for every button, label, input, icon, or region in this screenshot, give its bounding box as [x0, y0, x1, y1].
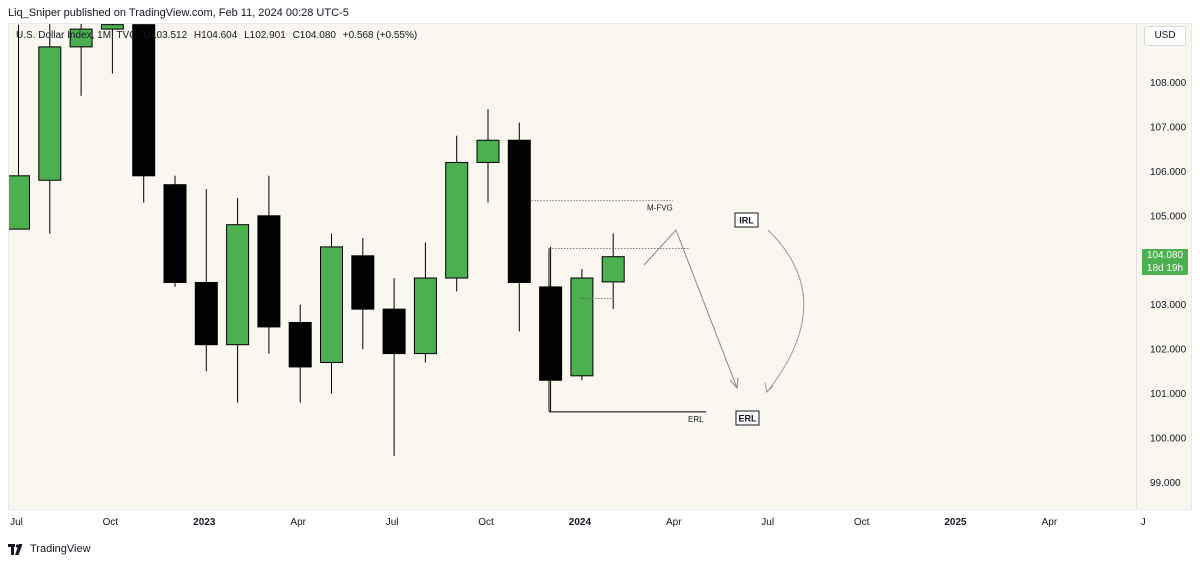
- candle-body: [413, 277, 437, 355]
- x-tick-label: Oct: [854, 517, 870, 528]
- x-tick-label: Jul: [10, 517, 23, 528]
- x-tick-label: Jul: [386, 517, 399, 528]
- y-tick-label: 99.000: [1150, 478, 1181, 489]
- price-axis-divider: [1136, 24, 1137, 509]
- x-tick-label: J: [1141, 517, 1146, 528]
- x-tick-label: Apr: [666, 517, 682, 528]
- ohlc-close: C104.080: [292, 30, 336, 41]
- y-tick-label: 102.000: [1150, 345, 1187, 356]
- candle-body: [601, 256, 625, 283]
- symbol-name[interactable]: U.S. Dollar Index, 1M, TVC: [16, 30, 137, 41]
- last-price-badge: 104.080 18d 19h: [1142, 249, 1188, 275]
- x-tick-label: Oct: [103, 517, 119, 528]
- irl-label-box: [734, 212, 759, 228]
- irl-to-erl-curve: [766, 229, 805, 393]
- irl-label: IRL: [739, 216, 754, 226]
- erl-box-label-box: [735, 410, 760, 426]
- candle-body: [382, 308, 406, 355]
- publisher-header: Liq_Sniper published on TradingView.com,…: [8, 7, 349, 19]
- symbol-legend: U.S. Dollar Index, 1M, TVC O103.512 H104…: [16, 30, 421, 41]
- ohlc-open: O103.512: [143, 30, 188, 41]
- candle-body: [351, 255, 375, 310]
- candle-body: [320, 246, 343, 363]
- x-tick-label: Jul: [761, 517, 774, 528]
- x-tick-label: 2024: [569, 517, 592, 528]
- currency-button[interactable]: USD: [1144, 26, 1186, 46]
- candle-body: [163, 184, 187, 283]
- projection-path: [643, 229, 738, 389]
- x-tick-label: 2023: [193, 517, 216, 528]
- ohlc-high: H104.604: [193, 30, 238, 41]
- y-tick-label: 101.000: [1150, 389, 1187, 400]
- erl-line-label: ERL: [688, 415, 704, 424]
- y-tick-label: 108.000: [1150, 78, 1187, 89]
- candle-body: [132, 24, 156, 177]
- last-price-value: 104.080: [1146, 250, 1184, 261]
- y-tick-label: 100.000: [1150, 434, 1187, 445]
- tradingview-logo-icon: [8, 543, 23, 555]
- y-tick-label: 106.000: [1150, 167, 1187, 178]
- ohlc-low: L102.901: [244, 30, 286, 41]
- candle-body: [539, 286, 563, 381]
- y-tick-label: 105.000: [1150, 211, 1187, 222]
- bar-countdown: 18d 19h: [1146, 263, 1184, 274]
- candle-body: [288, 321, 312, 368]
- y-tick-label: 107.000: [1150, 122, 1187, 133]
- footer: TradingView: [8, 541, 91, 557]
- y-tick-label: 103.000: [1150, 300, 1187, 311]
- erl-box-label: ERL: [739, 414, 758, 424]
- projection-arrowhead: [729, 377, 739, 390]
- candles-group: [9, 24, 625, 456]
- x-tick-label: Apr: [290, 517, 306, 528]
- x-tick-label: 2025: [944, 517, 967, 528]
- candle-body: [476, 139, 500, 163]
- x-tick-label: Oct: [478, 517, 494, 528]
- footer-brand: TradingView: [30, 543, 91, 555]
- candle-body: [570, 277, 594, 377]
- candle-body: [445, 161, 469, 279]
- candle-body: [69, 28, 93, 48]
- m-fvg-label: M-FVG: [647, 204, 673, 213]
- candle-body: [194, 281, 218, 346]
- candle-body: [38, 46, 62, 181]
- candle-body: [507, 139, 531, 283]
- candle-body: [100, 24, 124, 30]
- candle-body: [226, 224, 250, 346]
- curve-arrowhead: [764, 382, 774, 393]
- ohlc-change: +0.568 (+0.55%): [342, 30, 418, 41]
- chart-pane[interactable]: [8, 23, 1192, 510]
- candle-body: [9, 175, 30, 230]
- candle-body: [257, 215, 281, 328]
- x-tick-label: Apr: [1042, 517, 1058, 528]
